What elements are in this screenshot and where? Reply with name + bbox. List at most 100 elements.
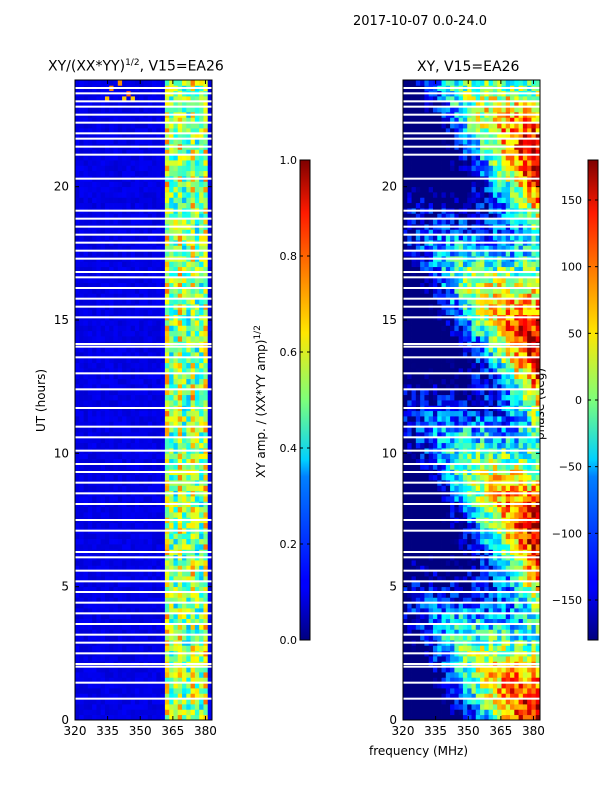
y-tick-label: 15: [382, 313, 397, 327]
phase-flagged-rows: [403, 87, 540, 700]
flagged-row: [403, 87, 540, 89]
colorbar-tick-label: 0: [575, 394, 582, 407]
flagged-row: [75, 492, 212, 495]
y-tick-label: 10: [54, 446, 69, 460]
flagged-row: [75, 241, 212, 244]
flagged-row: [75, 407, 212, 409]
flagged-row: [75, 113, 212, 116]
flagged-row: [75, 372, 212, 375]
x-tick-label: 365: [161, 724, 184, 738]
flagged-row: [75, 297, 212, 300]
flagged-row: [403, 425, 540, 428]
flagged-row: [403, 100, 540, 103]
flagged-row: [403, 121, 540, 124]
flagged-row: [75, 569, 212, 572]
flagged-row: [403, 105, 540, 108]
flagged-row: [75, 388, 212, 391]
flagged-row: [403, 697, 540, 700]
flagged-row: [403, 681, 540, 684]
flagged-row: [75, 681, 212, 684]
flagged-row: [403, 601, 540, 604]
x-tick-label: 320: [392, 724, 415, 738]
flagged-row: [403, 356, 540, 359]
flagged-row: [403, 663, 540, 665]
colorbar-tick-label: −100: [552, 527, 582, 540]
x-axis-label: frequency (MHz): [369, 744, 469, 758]
flagged-row: [75, 591, 212, 593]
flagged-row: [403, 388, 540, 391]
amplitude-colorbar: 0.0 0.2 0.4 0.6 0.8 1.0: [280, 154, 311, 647]
colorbar-tick-label: 150: [561, 194, 582, 207]
flagged-row: [75, 463, 212, 465]
y-tick-label: 20: [54, 180, 69, 194]
flagged-row: [403, 305, 540, 308]
flagged-row: [75, 503, 212, 505]
flagged-row: [403, 623, 540, 625]
y-tick-label: 15: [54, 313, 69, 327]
phase-colorbar: −150 −100 −50 0 50 100 150: [552, 159, 599, 641]
flagged-row: [75, 601, 212, 604]
flagged-row: [403, 92, 540, 95]
flagged-row: [403, 492, 540, 495]
x-tick-label: 380: [194, 724, 217, 738]
colorbar-tick-label: 0.4: [280, 442, 298, 455]
flagged-row: [403, 225, 540, 228]
colorbar-tick-label: 0.2: [280, 538, 298, 551]
x-tick-label: 380: [522, 724, 545, 738]
flagged-row: [75, 233, 212, 236]
x-tick-label: 320: [64, 724, 87, 738]
flagged-row: [403, 257, 540, 260]
flagged-row: [403, 407, 540, 409]
flagged-row: [403, 641, 540, 644]
left-title-main: XY/(XX*YY): [48, 58, 126, 75]
flagged-row: [75, 316, 212, 319]
right-panel-title: XY, V15=EA26: [417, 59, 520, 75]
flagged-row: [75, 623, 212, 625]
flagged-row: [403, 316, 540, 319]
flagged-row: [403, 436, 540, 439]
colorbar-tick-label: −50: [559, 461, 582, 474]
amp-colorbar-gradient: [299, 159, 311, 641]
flagged-row: [75, 449, 212, 452]
flagged-row: [403, 249, 540, 252]
amp-flagged-rows: [75, 87, 212, 700]
colorbar-tick-label: 0.0: [280, 634, 298, 647]
flagged-row: [75, 641, 212, 644]
flagged-row: [403, 372, 540, 375]
x-tick-label: 350: [457, 724, 480, 738]
flagged-row: [403, 481, 540, 484]
flagged-row: [403, 113, 540, 116]
flagged-row: [75, 633, 212, 636]
flagged-row: [75, 87, 212, 89]
flagged-row: [75, 519, 212, 521]
flagged-row: [403, 217, 540, 220]
flagged-row: [403, 241, 540, 244]
flagged-row: [75, 345, 212, 348]
figure-title: 2017-10-07 0.0-24.0: [353, 14, 487, 29]
amplitude-heatmap-panel: 320 335 350 365 380 0 5 10 15 20: [54, 79, 217, 738]
flagged-row: [75, 92, 212, 95]
flagged-row: [75, 276, 212, 279]
flagged-row: [403, 665, 540, 668]
y-tick-label: 5: [389, 580, 397, 594]
flagged-row: [75, 529, 212, 532]
flagged-row: [75, 217, 212, 220]
flagged-row: [403, 529, 540, 532]
amp-plot-frame: [74, 79, 213, 721]
colorbar-tick-label: 100: [561, 261, 582, 274]
flagged-row: [403, 652, 540, 655]
x-tick-label: 365: [489, 724, 512, 738]
flagged-row: [403, 209, 540, 212]
flagged-row: [75, 257, 212, 260]
flagged-row: [75, 153, 212, 156]
colorbar-tick-label: 0.8: [280, 250, 298, 263]
flagged-row: [403, 297, 540, 300]
flagged-row: [75, 137, 212, 140]
flagged-row: [75, 580, 212, 583]
x-tick-label: 335: [96, 724, 119, 738]
flagged-row: [403, 612, 540, 615]
flagged-row: [75, 271, 212, 273]
flagged-row: [403, 449, 540, 452]
y-tick-label: 0: [389, 713, 397, 727]
